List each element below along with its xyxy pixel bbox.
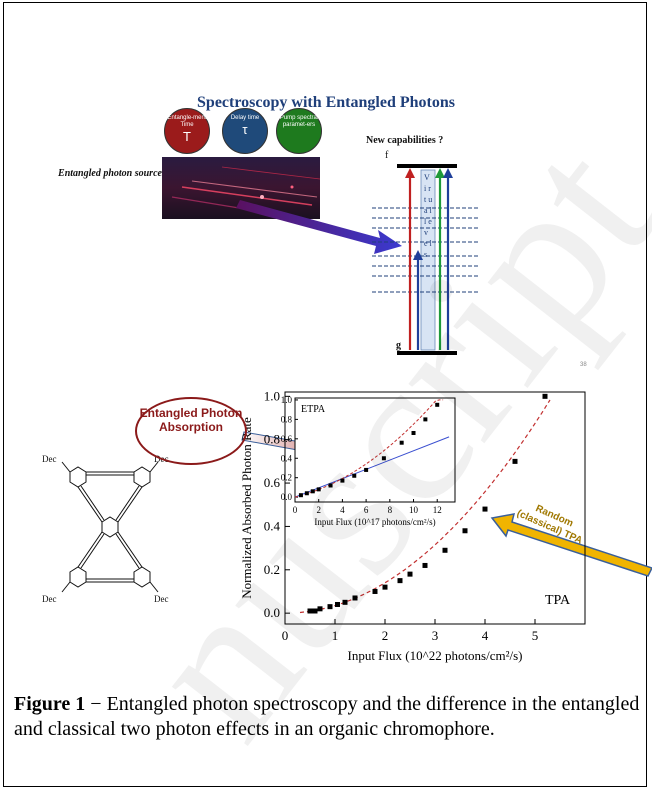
tpa-point [317, 606, 323, 612]
circle-label: Entangle-ment Time [167, 115, 207, 128]
inset-x-tick-label: 10 [409, 505, 419, 515]
molecule-structure: Dec Dec Dec Dec [42, 454, 169, 604]
etpa-point [340, 478, 345, 483]
tpa-point [422, 562, 428, 568]
etpa-point [423, 417, 428, 422]
inset-x-tick-label: 8 [388, 505, 393, 515]
circle-symbol: τ [242, 122, 248, 137]
etpa-point [399, 440, 404, 445]
tpa-point [312, 608, 318, 614]
y-axis-label: Normalized Absorbed Photon Rate [239, 417, 254, 599]
etpa-point [310, 489, 315, 494]
inset-y-tick-label: 0.4 [281, 453, 293, 463]
x-tick-label: 1 [332, 628, 339, 643]
caption-text: − Entangled photon spectroscopy and the … [14, 693, 640, 740]
tpa-point [352, 595, 358, 601]
x-axis-label: Input Flux (10^22 photons/cm²/s) [347, 648, 522, 663]
inset-y-tick-label: 0.2 [281, 473, 292, 483]
y-tick-label: 0.4 [264, 518, 281, 533]
new-capabilities-label: New capabilities ? [366, 135, 444, 146]
etpa-point [328, 483, 333, 488]
x-tick-label: 3 [432, 628, 439, 643]
y-tick-label: 1.0 [264, 388, 280, 403]
etpa-point [411, 430, 416, 435]
inset-frame [294, 397, 456, 503]
inset-x-tick-label: 12 [433, 505, 442, 515]
x-tick-label: 2 [382, 628, 389, 643]
x-tick-label: 5 [532, 628, 539, 643]
etpa-point [435, 402, 440, 407]
etpa-point [304, 491, 309, 496]
figure-caption: Figure 1 − Entangled photon spectroscopy… [14, 692, 640, 742]
delay-time-circle: Delay time τ [222, 108, 268, 154]
inset-x-tick-label: 0 [293, 505, 298, 515]
source-arrow [236, 200, 402, 254]
tpa-point [372, 588, 378, 594]
x-tick-label: 0 [282, 628, 289, 643]
tpa-point [442, 547, 448, 553]
tpa-point [462, 528, 468, 534]
virtual-levels-label: V i r t u a l l e v e l s [424, 173, 433, 259]
etpa-linear-fit [294, 436, 450, 498]
etpa-series-label: ETPA [301, 404, 326, 415]
etpa-point [298, 493, 303, 498]
tpa-point [542, 393, 548, 399]
x-tick-label: 4 [482, 628, 489, 643]
molecule-label: Dec [42, 454, 57, 464]
page-frame [3, 2, 647, 787]
tpa-point [327, 604, 333, 610]
tpa-point [482, 506, 488, 512]
slide-number: 38 [580, 362, 587, 368]
pump-parameters-circle: Pump spectral paramet-ers [276, 108, 322, 154]
etpa-point [352, 473, 357, 478]
tpa-point [307, 608, 313, 614]
tpa-series-label: TPA [545, 593, 571, 608]
entangled-absorption-bubble: Entangled Photon Absorption [135, 397, 247, 465]
etpa-point [381, 456, 386, 461]
etpa-point [316, 487, 321, 492]
inset-y-tick-label: 1.0 [281, 395, 293, 405]
tpa-fit-curve [299, 399, 551, 614]
y-tick-label: 0.8 [264, 432, 280, 447]
inset-x-axis-label: Input Flux (10^17 photons/cm²/s) [314, 517, 435, 527]
circle-label: Delay time [230, 115, 260, 121]
inset-x-tick-label: 4 [340, 505, 345, 515]
tpa-point [382, 584, 388, 590]
y-tick-label: 0.0 [264, 605, 280, 620]
page-title: Spectroscopy with Entangled Photons [197, 94, 455, 111]
circle-symbol: T [183, 129, 191, 144]
tpa-arrow [490, 513, 652, 577]
level-f-label: f [385, 150, 389, 161]
inset-x-tick-label: 2 [316, 505, 321, 515]
y-tick-label: 0.6 [264, 475, 281, 490]
tpa-point [397, 578, 403, 584]
circle-label: Pump spectral paramet-ers [279, 115, 319, 128]
inset-y-tick-label: 0.0 [281, 492, 293, 502]
etpa-point [364, 467, 369, 472]
y-tick-label: 0.2 [264, 562, 280, 577]
inset-x-tick-label: 6 [364, 505, 369, 515]
molecule-label: Dec [154, 594, 169, 604]
molecule-label: Dec [42, 594, 57, 604]
tpa-point [335, 601, 340, 607]
inset-y-tick-label: 0.6 [281, 434, 293, 444]
tpa-point [342, 599, 348, 605]
level-g-label: g [396, 340, 401, 351]
inset-y-tick-label: 0.8 [281, 414, 293, 424]
tpa-point [512, 458, 518, 464]
caption-label: Figure 1 [14, 693, 86, 715]
tpa-point [407, 571, 413, 577]
entanglement-time-circle: Entangle-ment Time T [164, 108, 210, 154]
source-label: Entangled photon source [58, 168, 162, 179]
